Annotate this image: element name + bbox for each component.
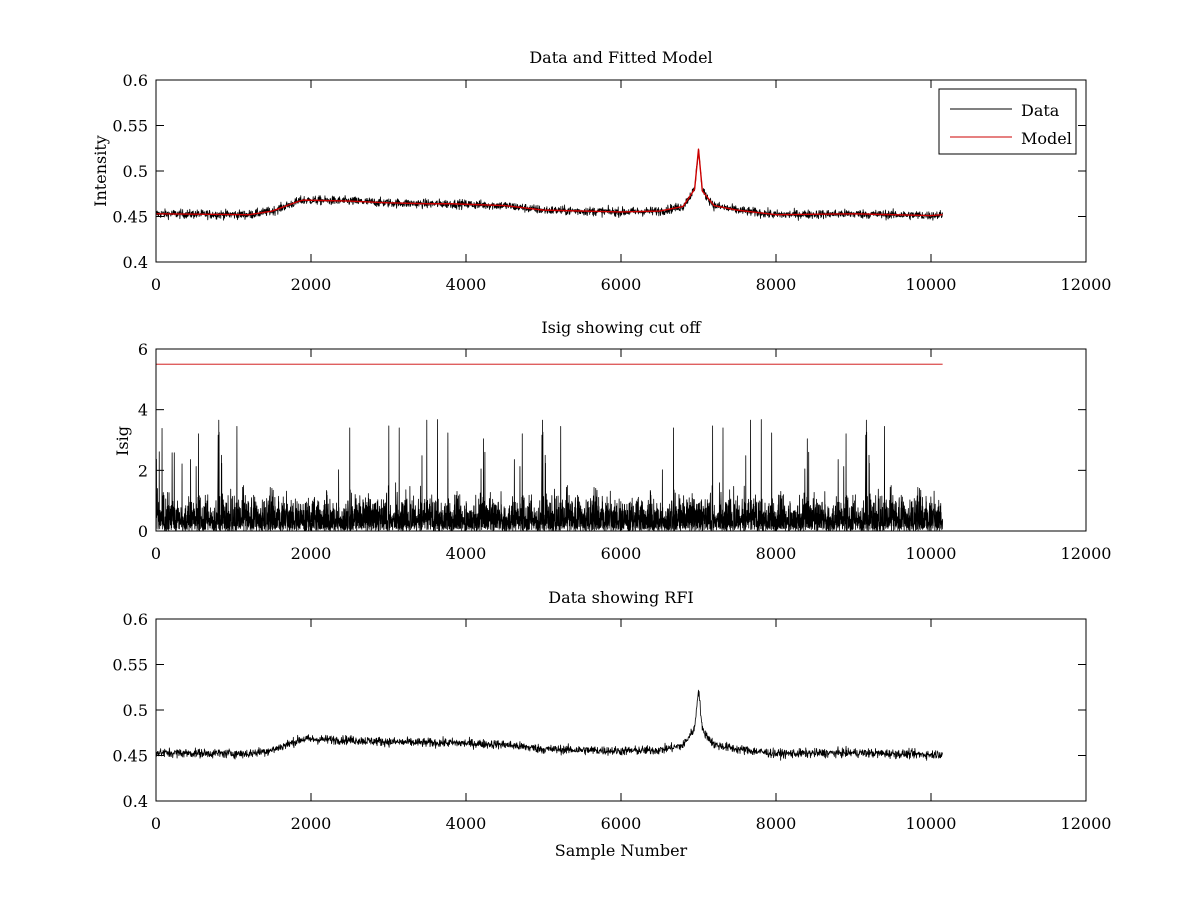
x-tick-label: 4000 bbox=[446, 814, 487, 833]
chart-title: Data and Fitted Model bbox=[529, 48, 712, 67]
plot-area: 0 2000 4000 6000 8000 10000 12000 0 2 4 6 bbox=[138, 340, 1112, 563]
panel-data-and-fitted-model: Data and Fitted Model 0 2000 4000 6000 8000 1… bbox=[91, 48, 1111, 294]
y-axis-label: Isig bbox=[113, 426, 132, 456]
y-tick-label: 2 bbox=[138, 461, 148, 480]
series-trace-line bbox=[156, 689, 943, 761]
series-model-line bbox=[156, 148, 943, 217]
x-tick-label: 6000 bbox=[601, 544, 642, 563]
legend: Data Model bbox=[938, 88, 1077, 155]
y-tick-label: 0 bbox=[138, 522, 148, 541]
x-tick-label: 2000 bbox=[291, 814, 332, 833]
x-tick-label: 12000 bbox=[1061, 814, 1112, 833]
plot-area: 0 2000 4000 6000 8000 10000 12000 0.4 0.45 0.5 0.5… bbox=[112, 610, 1111, 833]
x-tick-label: 0 bbox=[151, 275, 161, 294]
x-tick-label: 0 bbox=[151, 814, 161, 833]
y-tick-label: 0.4 bbox=[123, 253, 148, 272]
series-group bbox=[156, 689, 943, 761]
legend-entry-model: Model bbox=[1021, 129, 1072, 148]
panel-data-showing-rfi: Data showing RFI 0 2000 4000 6000 8000 10000 1… bbox=[112, 588, 1111, 860]
y-tick-label: 0.45 bbox=[112, 208, 148, 227]
chart-title: Data showing RFI bbox=[548, 588, 693, 607]
x-tick-label: 8000 bbox=[756, 275, 797, 294]
plot-area: 0 2000 4000 6000 8000 10000 12000 0.4 0.45 0.5 0.5… bbox=[112, 71, 1111, 294]
y-tick-label: 0.6 bbox=[123, 610, 148, 629]
y-tick-label: 0.4 bbox=[123, 792, 148, 811]
y-axis-label: Intensity bbox=[91, 135, 110, 207]
x-tick-label: 12000 bbox=[1061, 544, 1112, 563]
chart-title: Isig showing cut off bbox=[541, 318, 702, 337]
y-tick-label: 0.6 bbox=[123, 71, 148, 90]
x-tick-label: 8000 bbox=[756, 544, 797, 563]
series-trace-line bbox=[156, 419, 944, 531]
x-tick-label: 12000 bbox=[1061, 275, 1112, 294]
y-tick-label: 0.55 bbox=[112, 656, 148, 675]
y-tick-label: 0.5 bbox=[123, 162, 148, 181]
x-tick-label: 6000 bbox=[601, 814, 642, 833]
x-tick-label: 6000 bbox=[601, 275, 642, 294]
panel-isig-showing-cut-off: Isig showing cut off 0 2000 4000 6000 8000 10… bbox=[113, 318, 1111, 563]
x-tick-label: 2000 bbox=[291, 275, 332, 294]
series-group bbox=[156, 148, 943, 221]
y-tick-label: 0.55 bbox=[112, 117, 148, 136]
x-tick-label: 10000 bbox=[906, 814, 957, 833]
x-tick-label: 0 bbox=[151, 544, 161, 563]
x-tick-label: 4000 bbox=[446, 275, 487, 294]
x-tick-label: 4000 bbox=[446, 544, 487, 563]
y-tick-label: 0.5 bbox=[123, 701, 148, 720]
y-tick-label: 4 bbox=[138, 401, 148, 420]
y-tick-label: 0.45 bbox=[112, 747, 148, 766]
axes-box bbox=[155, 618, 1087, 802]
y-tick-label: 6 bbox=[138, 340, 148, 359]
legend-entry-data: Data bbox=[1021, 101, 1060, 120]
x-tick-label: 2000 bbox=[291, 544, 332, 563]
x-tick-label: 10000 bbox=[906, 544, 957, 563]
x-tick-label: 10000 bbox=[906, 275, 957, 294]
series-group bbox=[156, 363, 944, 531]
x-axis-label: Sample Number bbox=[555, 841, 688, 860]
x-tick-label: 8000 bbox=[756, 814, 797, 833]
legend-box bbox=[938, 88, 1077, 155]
